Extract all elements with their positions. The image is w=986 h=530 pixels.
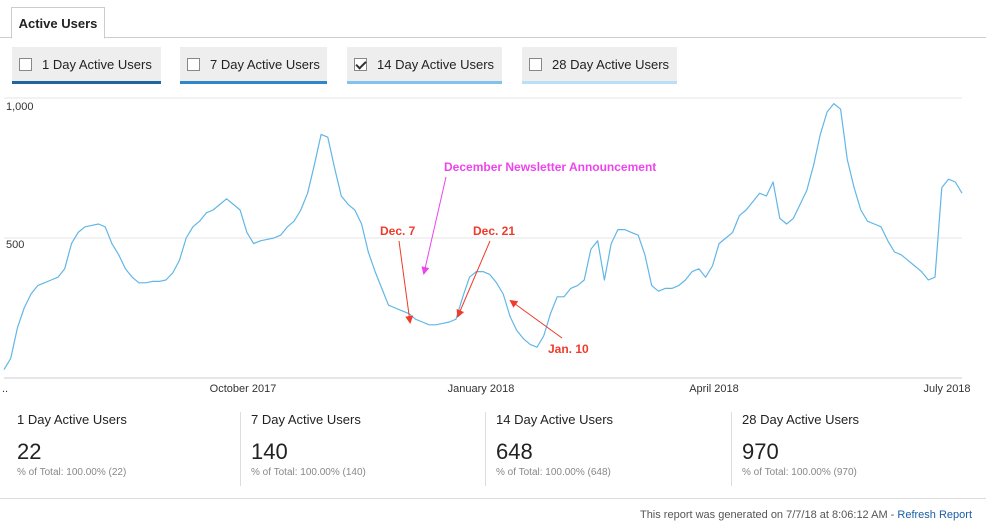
annotation-dec-21: Dec. 21	[473, 224, 515, 238]
toggle-label: 14 Day Active Users	[377, 57, 495, 72]
annotation-jan-10: Jan. 10	[548, 342, 589, 356]
summary-divider	[731, 412, 732, 486]
annotation-arrow-newsletter	[421, 176, 447, 275]
x-tick-label-july-2018: July 2018	[923, 383, 970, 395]
toggle-1-day-active-users[interactable]: 1 Day Active Users	[12, 47, 161, 84]
summary-14-day-active-users: 14 Day Active Users 648 % of Total: 100.…	[496, 412, 741, 486]
annotation-arrow-dec-21	[456, 240, 491, 318]
toggle-label: 7 Day Active Users	[210, 57, 320, 72]
summary-28-day-active-users: 28 Day Active Users 970 % of Total: 100.…	[742, 412, 986, 486]
summary-percent-total: % of Total: 100.00% (22)	[17, 467, 127, 478]
summary-divider	[240, 412, 241, 486]
summary-percent-total: % of Total: 100.00% (970)	[742, 467, 857, 478]
annotation-december-newsletter: December Newsletter Announcement	[444, 160, 656, 174]
checkbox-icon[interactable]	[19, 58, 32, 71]
series-color-bar	[180, 81, 327, 84]
series-color-bar	[12, 81, 161, 84]
summary-divider	[485, 412, 486, 486]
series-color-bar	[347, 81, 502, 84]
summary-label: 28 Day Active Users	[742, 412, 860, 427]
annotation-dec-7: Dec. 7	[380, 224, 416, 238]
summary-value: 140	[251, 439, 288, 464]
toggle-14-day-active-users[interactable]: 14 Day Active Users	[347, 47, 502, 84]
tab-label: Active Users	[18, 15, 98, 31]
series-color-bar	[522, 81, 677, 84]
series-line-14-day-active-users	[3, 103, 963, 370]
summary-label: 14 Day Active Users	[496, 412, 614, 427]
report-footer: This report was generated on 7/7/18 at 8…	[640, 509, 972, 521]
y-tick-label-1000: 1,000	[6, 101, 34, 113]
toggle-label: 28 Day Active Users	[552, 57, 670, 72]
summary-percent-total: % of Total: 100.00% (140)	[251, 467, 366, 478]
summary-value: 22	[17, 439, 42, 464]
y-tick-label-500: 500	[6, 239, 24, 251]
annotation-arrow-dec-7	[398, 240, 414, 324]
report-generated-text: This report was generated on 7/7/18 at 8…	[639, 509, 898, 521]
annotation-arrow-jan-10	[509, 299, 563, 339]
toggle-28-day-active-users[interactable]: 28 Day Active Users	[522, 47, 677, 84]
footer-divider	[0, 498, 986, 499]
checkbox-icon[interactable]	[187, 58, 200, 71]
summary-value: 648	[496, 439, 533, 464]
x-tick-label-start: ..	[2, 383, 8, 395]
checkbox-icon[interactable]	[354, 58, 367, 71]
summary-percent-total: % of Total: 100.00% (648)	[496, 467, 611, 478]
tab-strip: Active Users	[0, 0, 986, 39]
x-tick-label-january-2018: January 2018	[448, 383, 515, 395]
tab-active-users[interactable]: Active Users	[11, 7, 105, 39]
x-tick-label-october-2017: October 2017	[210, 383, 277, 395]
checkbox-icon[interactable]	[529, 58, 542, 71]
summary-label: 1 Day Active Users	[17, 412, 127, 427]
summary-1-day-active-users: 1 Day Active Users 22 % of Total: 100.00…	[17, 412, 262, 486]
refresh-report-link[interactable]: Refresh Report	[897, 509, 972, 521]
summary-value: 970	[742, 439, 779, 464]
toggle-7-day-active-users[interactable]: 7 Day Active Users	[180, 47, 327, 84]
active-users-chart: 1,000 500 .. October 2017 January 2018 A…	[2, 97, 971, 395]
summary-label: 7 Day Active Users	[251, 412, 361, 427]
x-tick-label-april-2018: April 2018	[689, 383, 739, 395]
toggle-label: 1 Day Active Users	[42, 57, 152, 72]
summary-7-day-active-users: 7 Day Active Users 140 % of Total: 100.0…	[251, 412, 496, 486]
